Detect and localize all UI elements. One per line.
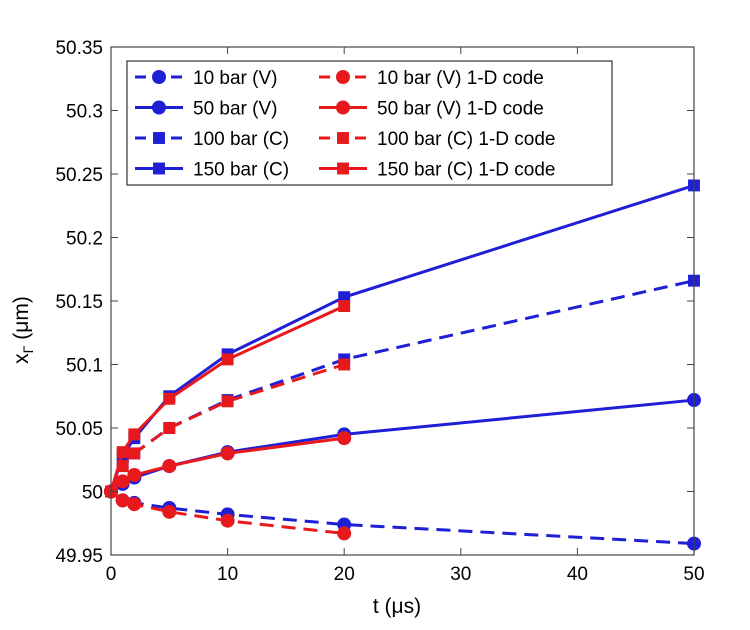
x-tick-label: 40 [567, 564, 588, 585]
legend-entry: 150 bar (C) 1-D code [319, 160, 555, 181]
legend-marker [337, 132, 349, 144]
data-point [338, 291, 351, 304]
y-tick-label: 50.15 [55, 292, 103, 313]
series-2 [105, 274, 700, 498]
data-point [128, 447, 141, 460]
legend-marker [337, 162, 349, 175]
data-point [220, 513, 235, 528]
legend-marker [336, 100, 350, 115]
y-axis-label-main: x [10, 353, 33, 364]
data-point [221, 353, 234, 366]
y-tick-label: 50.1 [66, 356, 103, 377]
legend-label: 50 bar (V) 1-D code [377, 99, 544, 120]
legend-label: 100 bar (C) [193, 129, 289, 150]
data-point [116, 446, 129, 459]
legend-label: 10 bar (V) 1-D code [377, 68, 544, 89]
legend-label: 100 bar (C) 1-D code [377, 129, 555, 150]
legend-entry: 100 bar (C) 1-D code [319, 129, 555, 150]
y-tick-label: 50.35 [55, 38, 103, 59]
data-point [116, 460, 129, 473]
x-tick-label: 20 [334, 564, 355, 585]
y-tick-label: 50.25 [55, 165, 103, 186]
data-point [162, 504, 177, 519]
legend-entry: 10 bar (V) 1-D code [319, 68, 544, 89]
x-axis-label: t (μs) [373, 595, 421, 618]
y-tick-label: 50.05 [55, 419, 103, 440]
legend-marker [336, 70, 350, 84]
legend-marker [153, 162, 165, 175]
series-line [109, 304, 345, 492]
data-point [163, 422, 176, 434]
legend-marker [153, 132, 165, 144]
legend-box [126, 60, 613, 186]
series-1 [104, 393, 701, 499]
legend: 10 bar (V) 50 bar (V) 100 bar (C) 150 bar (… [126, 60, 613, 186]
legend-label: 150 bar (C) [193, 160, 289, 181]
data-point [337, 526, 352, 541]
legend-entry: 150 bar (C) [135, 160, 289, 181]
y-tick-label: 50.2 [66, 229, 103, 250]
data-point [127, 497, 142, 512]
x-tick-label: 50 [683, 564, 704, 585]
legend-label: 10 bar (V) [193, 68, 277, 89]
legend-label: 150 bar (C) 1-D code [377, 160, 555, 181]
y-tick-label: 49.95 [55, 546, 103, 567]
series-5 [104, 431, 352, 499]
data-point [115, 474, 130, 489]
y-tick-label: 50.3 [66, 102, 103, 123]
legend-label: 50 bar (V) [193, 99, 277, 120]
data-point [128, 428, 141, 441]
data-point [221, 395, 234, 408]
data-point [163, 392, 176, 405]
legend-entry: 50 bar (V) 1-D code [319, 99, 544, 120]
axes: 0 10 20 30 40 50 49.95 50 50.05 50.1 50.15 50.2 50.2… [55, 38, 704, 585]
x-tick-label: 10 [217, 564, 238, 585]
data-point [338, 358, 351, 371]
series-3 [105, 179, 700, 498]
data-point [115, 493, 130, 508]
series-0 [104, 484, 701, 551]
data-point [337, 431, 352, 446]
plot-area [104, 179, 701, 551]
legend-marker [152, 70, 166, 84]
data-point [162, 459, 177, 474]
y-tick-label: 50 [82, 483, 103, 504]
y-axis-label-unit: (μm) [10, 296, 33, 340]
x-tick-label: 0 [106, 564, 117, 585]
legend-entry: 10 bar (V) [135, 68, 277, 89]
data-point [127, 467, 142, 482]
x-tick-label: 30 [450, 564, 471, 585]
y-axis-label-sub: Γ [20, 345, 36, 353]
y-axis-label: xΓ (μm) [10, 296, 36, 364]
series-line [109, 184, 695, 492]
legend-marker [152, 100, 166, 115]
data-point [338, 300, 351, 313]
legend-entry: 50 bar (V) [135, 99, 277, 120]
legend-entry: 100 bar (C) [135, 129, 289, 150]
data-point [220, 446, 235, 461]
